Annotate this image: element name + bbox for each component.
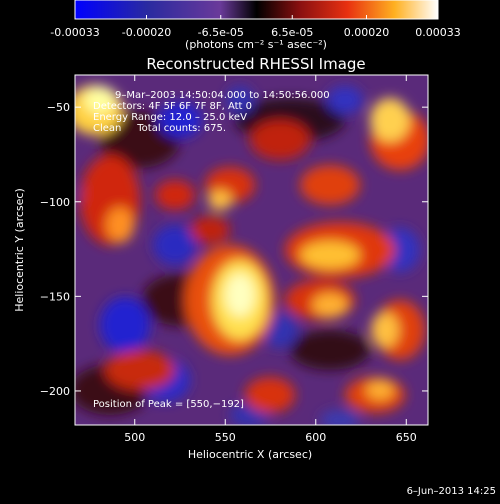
- x-tick-label: 550: [215, 431, 236, 444]
- colorbar-tick-label: 6.5e-05: [271, 26, 313, 39]
- heatmap-area: [75, 75, 428, 425]
- annotation-method-counts: Clean Total counts: 675.: [93, 123, 226, 134]
- chart-title: Reconstructed RHESSI Image: [146, 55, 365, 73]
- y-tick-label: −200: [40, 385, 70, 398]
- annotation-peak: Position of Peak = [550,−192]: [93, 399, 244, 410]
- colorbar-strip: [74, 0, 439, 20]
- x-tick-label: 650: [396, 431, 417, 444]
- plot-frame: [74, 74, 429, 426]
- y-axis-ticks: −50 −100 −150 −200: [40, 101, 428, 398]
- colorbar-units: (photons cm⁻² s⁻¹ asec⁻²): [185, 38, 327, 51]
- colorbar-tick-label: 0.00020: [344, 26, 390, 39]
- footer-date: 6–Jun–2013 14:25: [407, 486, 496, 497]
- y-tick-label: −50: [47, 101, 70, 114]
- colorbar-ticks: -0.00033 -0.00020 -6.5e-05 6.5e-05 0.00020 0.…: [50, 15, 461, 39]
- annotation-detectors: Detectors: 4F 5F 6F 7F 8F, Att 0: [93, 101, 252, 112]
- y-tick-label: −150: [40, 290, 70, 303]
- x-tick-label: 500: [124, 431, 145, 444]
- annotation-energy: Energy Range: 12.0 – 25.0 keV: [93, 112, 247, 123]
- colorbar-tick-label: 0.00033: [415, 26, 461, 39]
- colorbar-tick-label: -0.00033: [50, 26, 99, 39]
- colorbar-tick-label: -6.5e-05: [198, 26, 244, 39]
- y-tick-label: −100: [40, 196, 70, 209]
- colorbar-tick-label: -0.00020: [122, 26, 171, 39]
- x-tick-label: 600: [305, 431, 326, 444]
- x-axis-label: Heliocentric X (arcsec): [188, 448, 312, 461]
- x-axis-ticks: 500 550 600 650: [124, 75, 417, 444]
- annotation-time: 9–Mar–2003 14:50:04.000 to 14:50:56.000: [115, 90, 330, 101]
- colorbar: -0.00033 -0.00020 -6.5e-05 6.5e-05 0.00020 0.…: [50, 0, 461, 51]
- y-axis-label: Heliocentric Y (arcsec): [13, 188, 26, 312]
